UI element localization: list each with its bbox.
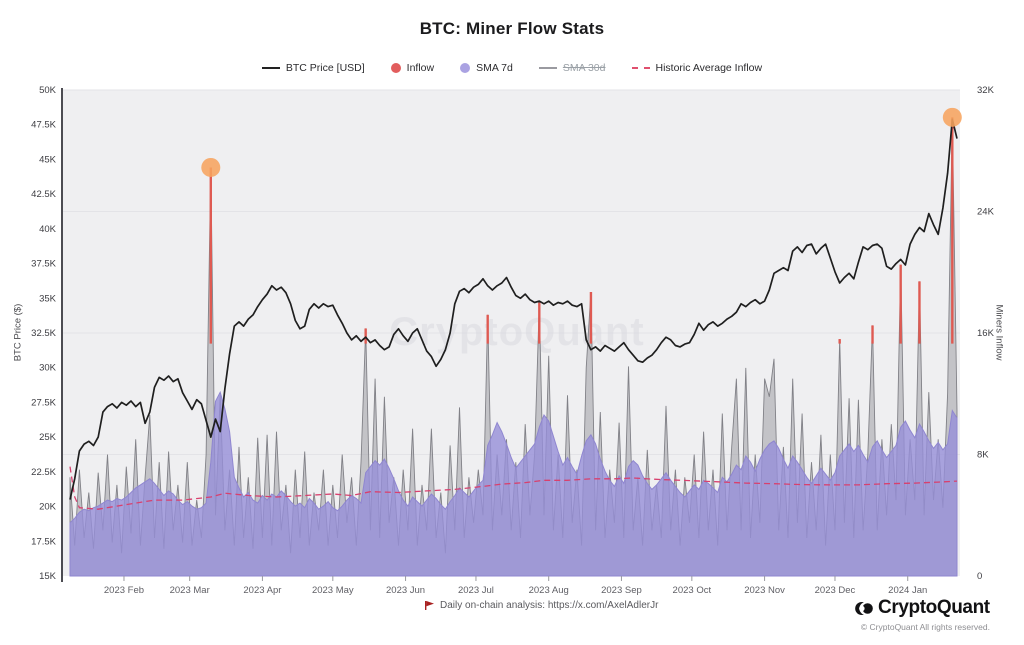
legend-circle-swatch — [460, 63, 471, 73]
right-axis-tick-label: 8K — [977, 450, 989, 461]
brand-logo: CryptoQuant — [855, 597, 990, 619]
footer-note: Daily on-chain analysis: https://x.com/A… — [424, 600, 658, 611]
left-axis-tick-label: 47.5K — [31, 120, 56, 131]
left-axis-title: BTC Price ($) — [12, 303, 24, 362]
left-axis-tick-label: 32.5K — [31, 328, 56, 339]
month-tick-label: 2023 Mar — [170, 585, 210, 596]
left-axis-tick-label: 45K — [39, 154, 57, 165]
right-axis-tick-label: 32K — [977, 85, 995, 96]
btc-price-line — [69, 118, 958, 500]
legend-label: SMA 30d — [562, 62, 606, 74]
left-axis-tick-label: 27.5K — [31, 397, 56, 408]
left-axis-tick-label: 35K — [39, 293, 57, 304]
legend-line-swatch — [538, 67, 557, 69]
month-tick-label: 2023 Nov — [744, 585, 785, 596]
legend-item-historic-average-inflow[interactable]: Historic Average Inflow — [631, 62, 763, 74]
legend-label: BTC Price [USD] — [285, 62, 365, 74]
legend-label: Historic Average Inflow — [655, 62, 763, 74]
right-axis-tick-label: 16K — [977, 328, 995, 339]
legend-item-sma-7d[interactable]: SMA 7d — [460, 62, 513, 74]
right-axis-tick-label: 0 — [977, 571, 982, 582]
month-tick-label: 2023 Apr — [243, 585, 281, 596]
annotation-dot — [942, 107, 962, 127]
footer-note-text: Daily on-chain analysis: https://x.com/A… — [440, 600, 659, 611]
month-tick-label: 2023 Feb — [104, 585, 144, 596]
annotation-dot — [201, 157, 221, 177]
month-tick-label: 2023 Jun — [386, 585, 425, 596]
month-tick-label: 2023 Dec — [815, 585, 856, 596]
month-tick-label: 2024 Jan — [888, 585, 927, 596]
left-axis-tick-label: 22.5K — [31, 467, 56, 478]
legend-item-inflow[interactable]: Inflow — [390, 62, 435, 74]
page-title: BTC: Miner Flow Stats — [419, 19, 605, 38]
red-flag-icon — [425, 601, 434, 610]
brand-name: CryptoQuant — [878, 597, 990, 618]
watermark: CryptoQuant — [389, 310, 644, 354]
legend-circle-swatch — [390, 63, 401, 73]
month-tick-label: 2023 Jul — [458, 585, 494, 596]
left-axis-tick-label: 17.5K — [31, 536, 56, 547]
right-axis-tick-label: 24K — [977, 207, 995, 218]
left-axis-tick-label: 30K — [39, 363, 57, 374]
cryptoquant-icon — [855, 601, 873, 615]
left-axis-tick-label: 15K — [39, 571, 57, 582]
right-axis-title: Miners Inflow — [993, 304, 1005, 361]
legend-line-swatch — [261, 67, 280, 69]
left-axis-tick-label: 20K — [39, 502, 57, 513]
left-axis-tick-label: 25K — [39, 432, 57, 443]
left-axis-tick-label: 42.5K — [31, 189, 56, 200]
month-tick-label: 2023 Sep — [601, 585, 642, 596]
month-tick-label: 2023 Aug — [529, 585, 569, 596]
month-tick-label: 2023 May — [312, 585, 354, 596]
legend-label: SMA 7d — [476, 62, 513, 74]
copyright: © CryptoQuant All rights reserved. — [860, 622, 990, 632]
left-axis-tick-label: 50K — [39, 85, 57, 96]
legend-item-sma-30d[interactable]: SMA 30d — [538, 62, 606, 74]
month-tick-label: 2023 Oct — [673, 585, 712, 596]
sma7d-area — [69, 390, 958, 577]
left-axis-tick-label: 37.5K — [31, 259, 56, 270]
left-axis-tick-label: 40K — [39, 224, 57, 235]
legend: BTC Price [USD] Inflow SMA 7d SMA 30d Histor… — [0, 62, 1024, 74]
legend-item-btc-price-usd-[interactable]: BTC Price [USD] — [261, 62, 365, 74]
legend-dashed-swatch — [631, 67, 650, 69]
legend-label: Inflow — [406, 62, 435, 74]
